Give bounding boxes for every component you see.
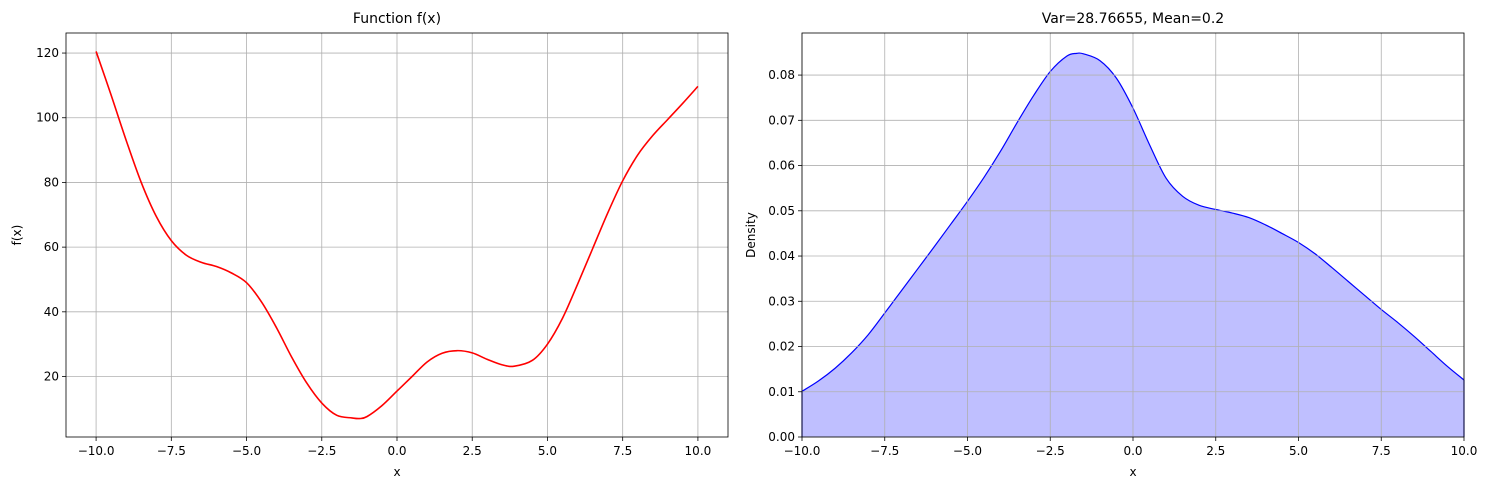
function-plot-y-tick-label: 20 [44,370,59,384]
function-plot-x-tick-label: −7.5 [157,444,186,458]
density-plot-y-tick-label: 0.03 [768,294,795,308]
density-plot-x-tick-label: 0.0 [1123,444,1142,458]
density-plot-x-tick-label: 5.0 [1289,444,1308,458]
function-plot-grid [66,33,728,437]
density-plot-y-tick-label: 0.00 [768,430,795,444]
density-plot: Var=28.76655, Mean=0.2 −10.0 −7.5 −5.0 −2.5… [744,11,1477,479]
density-plot-y-tick-label: 0.07 [768,113,795,127]
density-plot-title: Var=28.76655, Mean=0.2 [1042,11,1224,27]
function-plot-y-tick-label: 60 [44,240,59,254]
density-plot-y-tick-label: 0.08 [768,68,795,82]
function-plot-function-line [95,51,699,420]
function-plot: Function f(x) −10.0 −7.5 −5.0 −2.5 0.0 2.5 5.0… [10,11,729,479]
density-plot-x-label: x [1129,465,1136,479]
density-plot-density-line [801,52,1465,392]
function-plot-x-tick-label: 5.0 [538,444,557,458]
function-plot-y-tick-label: 100 [36,111,59,125]
density-plot-y-tick-label: 0.04 [768,249,795,263]
function-plot-marks [95,51,699,420]
density-plot-y-tick-label: 0.01 [768,385,795,399]
function-plot-x-tick-label: 10.0 [685,444,712,458]
density-plot-x-tick-label: −10.0 [784,444,821,458]
function-plot-x-tick-label: −10.0 [78,444,115,458]
density-plot-x-tick-label: 10.0 [1451,444,1478,458]
density-plot-x-tick-label: 7.5 [1372,444,1391,458]
function-plot-frame [65,32,729,438]
function-plot-x-tick-label: −2.5 [307,444,336,458]
function-plot-x-tick-label: 2.5 [463,444,482,458]
density-plot-x-tick-label: −7.5 [870,444,899,458]
density-plot-y-tick-label: 0.06 [768,159,795,173]
density-plot-x-tick-label: 2.5 [1206,444,1225,458]
function-plot-x-tick-label: −5.0 [232,444,261,458]
function-plot-y-tick-label: 40 [44,305,59,319]
density-plot-y-tick-label: 0.05 [768,204,795,218]
function-plot-title: Function f(x) [353,11,441,27]
density-plot-x-tick-label: −2.5 [1036,444,1065,458]
function-plot-x-tick-label: 0.0 [387,444,406,458]
function-plot-y-label: f(x) [10,225,24,246]
density-plot-x-tick-label: −5.0 [953,444,982,458]
function-plot-x-tick-label: 7.5 [613,444,632,458]
density-plot-y-label: Density [744,212,758,258]
function-plot-ticks: −10.0 −7.5 −5.0 −2.5 0.0 2.5 5.0 7.5 10.0 20 40 60 8… [36,46,711,458]
function-plot-x-label: x [393,465,400,479]
density-plot-y-tick-label: 0.02 [768,340,795,354]
function-plot-y-tick-label: 120 [36,46,59,60]
density-plot-frame [801,32,1465,438]
density-plot-ticks: −10.0 −7.5 −5.0 −2.5 0.0 2.5 5.0 7.5 10.0 0.00 0.0… [768,68,1477,458]
function-plot-y-tick-label: 80 [44,175,59,189]
